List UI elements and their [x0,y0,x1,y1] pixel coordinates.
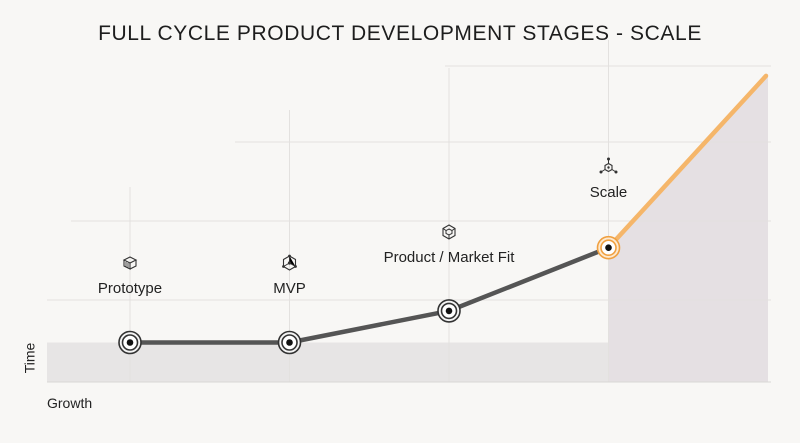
stage-marker [596,235,621,260]
stage-marker [437,299,461,323]
future-area [608,73,768,383]
stage-marker [277,330,302,355]
past-area [47,342,609,382]
stage-label: Scale [590,184,628,201]
stage-marker [118,330,142,355]
scale-trajectory-line [606,73,769,250]
development-path-line [127,245,611,345]
stage-label: Product / Market Fit [384,249,516,266]
stage-label: Prototype [98,280,162,297]
y-axis-label: Time [22,342,38,373]
chart-title: FULL CYCLE PRODUCT DEVELOPMENT STAGES - … [98,22,702,45]
x-axis-label: Growth [47,395,92,411]
stage-label: MVP [273,280,306,297]
